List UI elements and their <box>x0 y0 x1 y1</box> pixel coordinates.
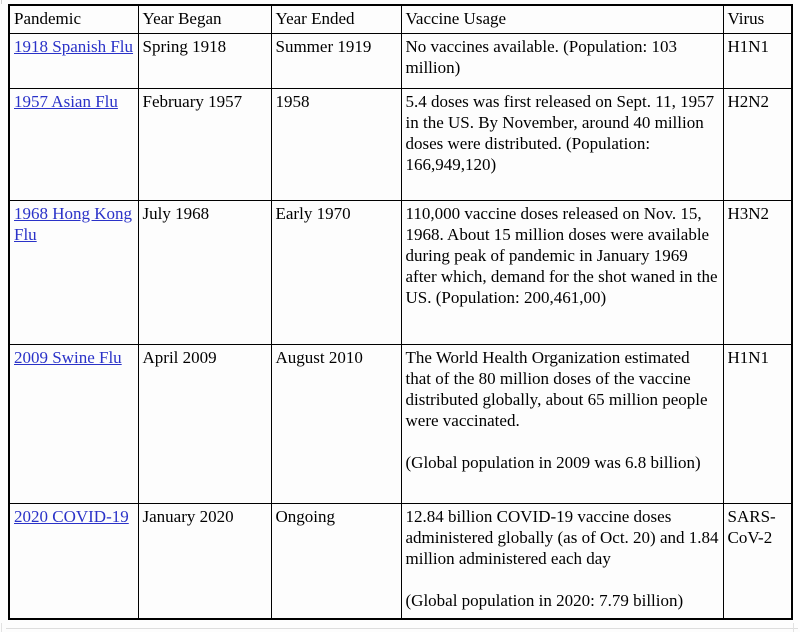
cell-vaccine-usage: No vaccines available. (Population: 103 … <box>400 32 724 89</box>
table-body: 1918 Spanish Flu Spring 1918 Summer 1919… <box>8 32 793 620</box>
cell-year-ended: Early 1970 <box>270 199 402 345</box>
bottom-partial-row-fragment-line <box>6 628 798 629</box>
header-row: Pandemic Year Began Year Ended Vaccine U… <box>8 4 793 34</box>
table-header: Pandemic Year Began Year Ended Vaccine U… <box>8 4 793 34</box>
cell-year-ended: August 2010 <box>270 343 402 504</box>
bottom-partial-row-fragment-right <box>793 623 794 632</box>
cell-year-ended: Ongoing <box>270 502 402 620</box>
cell-pandemic: 1957 Asian Flu <box>8 87 139 201</box>
pandemic-link-1968-hong-kong-flu[interactable]: 1968 Hong Kong Flu <box>14 203 133 244</box>
col-header-year-ended: Year Ended <box>270 4 402 34</box>
cell-virus: H3N2 <box>722 199 793 345</box>
cell-vaccine-usage: 5.4 doses was first released on Sept. 11… <box>400 87 724 201</box>
table-row-1968-hong-kong-flu: 1968 Hong Kong Flu July 1968 Early 1970 … <box>8 199 793 345</box>
col-header-virus: Virus <box>722 4 793 34</box>
cell-pandemic: 1918 Spanish Flu <box>8 32 139 89</box>
cell-pandemic: 2020 COVID-19 <box>8 502 139 620</box>
pandemic-link-1957-asian-flu[interactable]: 1957 Asian Flu <box>14 91 118 111</box>
cell-year-ended: Summer 1919 <box>270 32 402 89</box>
cell-pandemic: 2009 Swine Flu <box>8 343 139 504</box>
cell-year-ended: 1958 <box>270 87 402 201</box>
cell-year-began: July 1968 <box>137 199 272 345</box>
pandemic-link-2009-swine-flu[interactable]: 2009 Swine Flu <box>14 347 122 367</box>
cell-year-began: Spring 1918 <box>137 32 272 89</box>
cell-year-began: February 1957 <box>137 87 272 201</box>
cell-vaccine-usage: 12.84 billion COVID-19 vaccine doses adm… <box>400 502 724 620</box>
col-header-year-began: Year Began <box>137 4 272 34</box>
table-row-1957-asian-flu: 1957 Asian Flu February 1957 1958 5.4 do… <box>8 87 793 201</box>
cell-virus: H1N1 <box>722 343 793 504</box>
pandemic-vaccine-table: Pandemic Year Began Year Ended Vaccine U… <box>8 4 793 620</box>
pandemic-link-2020-covid-19[interactable]: 2020 COVID-19 <box>14 506 129 526</box>
bottom-partial-row-fragment-left <box>1 623 2 632</box>
cell-virus: H2N2 <box>722 87 793 201</box>
cell-virus: SARS-CoV-2 <box>722 502 793 620</box>
cell-year-began: January 2020 <box>137 502 272 620</box>
col-header-vaccine-usage: Vaccine Usage <box>400 4 724 34</box>
table-row-2009-swine-flu: 2009 Swine Flu April 2009 August 2010 Th… <box>8 343 793 504</box>
cell-vaccine-usage: 110,000 vaccine doses released on Nov. 1… <box>400 199 724 345</box>
table-row-2020-covid-19: 2020 COVID-19 January 2020 Ongoing 12.84… <box>8 502 793 620</box>
top-partial-row-fragment <box>1 0 2 4</box>
cell-pandemic: 1968 Hong Kong Flu <box>8 199 139 345</box>
col-header-pandemic: Pandemic <box>8 4 139 34</box>
table-row-1918-spanish-flu: 1918 Spanish Flu Spring 1918 Summer 1919… <box>8 32 793 89</box>
cell-year-began: April 2009 <box>137 343 272 504</box>
cell-virus: H1N1 <box>722 32 793 89</box>
cell-vaccine-usage: The World Health Organization estimated … <box>400 343 724 504</box>
pandemic-link-1918-spanish-flu[interactable]: 1918 Spanish Flu <box>14 36 134 56</box>
